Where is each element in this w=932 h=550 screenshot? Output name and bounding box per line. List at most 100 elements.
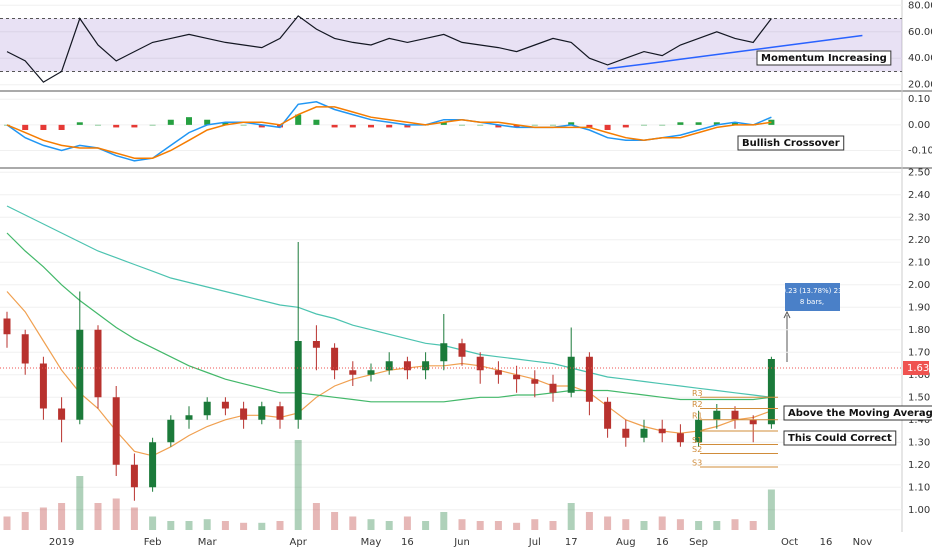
histogram-bar: [459, 124, 465, 126]
volume-bar: [476, 521, 484, 530]
y-tick-label: 1.80: [908, 325, 930, 336]
x-tick-label: Apr: [290, 537, 308, 548]
histogram-bar: [58, 124, 65, 130]
histogram-bar: [495, 124, 502, 128]
volume-bar: [494, 521, 502, 530]
histogram-bar: [641, 124, 647, 126]
signal-line: [6, 106, 772, 159]
histogram-bar: [568, 122, 575, 125]
volume-bar: [331, 512, 339, 530]
candle-body: [713, 410, 721, 420]
annotation: Above the Moving Averages: [788, 408, 932, 419]
rsi-band: [0, 18, 902, 72]
x-tick-label: Oct: [781, 537, 798, 548]
y-tick-label: 20.00: [908, 80, 932, 91]
measure-text: 0.23 (13.78%) 23: [781, 287, 842, 295]
histogram-bar: [258, 124, 265, 128]
annotation: This Could Correct: [788, 433, 892, 444]
x-tick-label: Mar: [198, 537, 218, 548]
histogram-bar: [95, 124, 101, 126]
volume-bar: [39, 507, 47, 530]
histogram-bar: [713, 122, 720, 125]
candle-body: [767, 359, 775, 425]
candle-body: [385, 361, 393, 371]
candle-body: [221, 401, 229, 409]
histogram-bar: [167, 119, 174, 125]
candle-body: [112, 397, 120, 465]
histogram-bar: [76, 122, 83, 125]
candle-body: [403, 361, 411, 371]
y-tick-label: 0.10: [908, 94, 930, 105]
histogram-bar: [240, 124, 247, 126]
volume-bar: [385, 521, 393, 530]
y-tick-label: 60.00: [908, 27, 932, 38]
candle-body: [3, 318, 11, 335]
histogram-bar: [477, 124, 484, 126]
y-tick-label: 1.90: [908, 302, 930, 313]
candle-body: [312, 341, 320, 348]
y-tick-label: 40.00: [908, 53, 932, 64]
y-tick-label: 80.00: [908, 0, 932, 11]
y-tick-label: 1.60: [908, 370, 930, 381]
y-tick-label: 1.70: [908, 347, 930, 358]
candle-body: [640, 428, 648, 438]
candle-body: [276, 406, 284, 420]
volume-bar: [731, 519, 739, 530]
histogram-bar: [695, 122, 702, 125]
last-price-label: 1.63: [907, 363, 929, 374]
volume-bar: [585, 512, 593, 530]
x-tick-label: Jul: [528, 537, 541, 548]
volume-bar: [422, 521, 430, 530]
volume-bar: [458, 519, 466, 530]
candle-body: [94, 329, 102, 398]
x-tick-label: Nov: [853, 537, 873, 548]
histogram-bar: [513, 124, 520, 128]
candle-body: [458, 343, 466, 357]
candle-body: [585, 356, 593, 402]
annotation-box: [783, 405, 932, 421]
candle-body: [185, 415, 193, 420]
y-tick-label: 2.20: [908, 235, 930, 246]
volume-bar: [749, 521, 757, 530]
candle-body: [130, 464, 138, 488]
histogram-bar: [277, 124, 283, 128]
candle-body: [21, 334, 29, 364]
y-tick-label: 1.30: [908, 437, 930, 448]
volume-bar: [658, 516, 666, 530]
volume-bar: [513, 522, 521, 530]
histogram-bar: [22, 124, 29, 130]
histogram-bar: [313, 119, 320, 125]
pivot-label: S1: [692, 436, 702, 445]
candle-body: [294, 341, 302, 420]
candle-body: [440, 343, 448, 362]
candle-body: [203, 401, 211, 416]
histogram-bar: [149, 124, 156, 126]
x-tick-label: Sep: [689, 537, 708, 548]
volume-bar: [549, 521, 557, 530]
y-tick-label: -0.10: [908, 146, 932, 157]
histogram-bar: [40, 124, 47, 130]
histogram-bar: [349, 124, 356, 128]
volume-bar: [713, 521, 721, 530]
x-tick-label: Aug: [616, 537, 636, 548]
y-tick-label: 2.00: [908, 280, 930, 291]
annotation-box: [756, 50, 892, 66]
candle-body: [749, 419, 757, 425]
volume-bar: [167, 521, 175, 530]
volume-bar: [640, 521, 648, 530]
x-tick-label: 16: [656, 537, 669, 548]
volume-bar: [94, 503, 102, 530]
y-tick-label: 2.30: [908, 212, 930, 223]
volume-bar: [403, 516, 411, 530]
y-tick-label: 1.00: [908, 505, 930, 516]
histogram-bar: [622, 124, 629, 128]
volume-bar: [676, 519, 684, 530]
histogram-bar: [368, 124, 374, 128]
candle-body: [167, 419, 175, 443]
histogram-bar: [331, 124, 338, 128]
x-tick-label: 2019: [49, 537, 74, 548]
annotation-box: [783, 430, 897, 446]
candle-body: [531, 379, 539, 384]
candle-body: [622, 428, 630, 438]
volume-bar: [58, 503, 66, 530]
